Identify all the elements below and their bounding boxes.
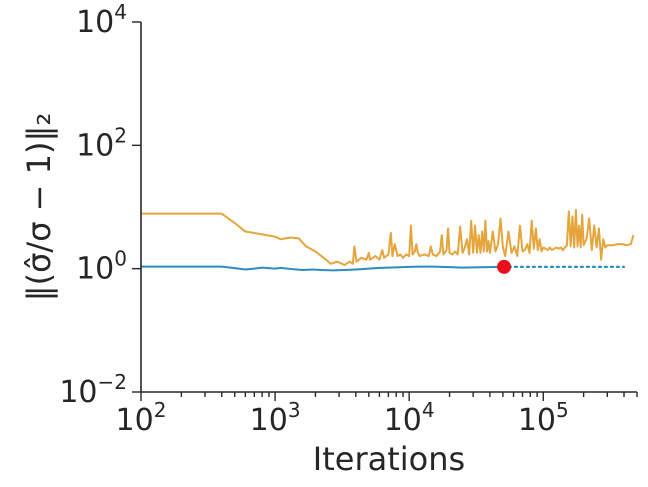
series-line-2: [141, 208, 635, 266]
x_tick-base-3: 10: [518, 403, 556, 438]
x_tick-exp-2: 4: [422, 398, 435, 422]
x-tick-label-3: 105: [518, 398, 569, 438]
y_tick-base-2: 10: [76, 128, 114, 163]
x_tick-exp-3: 5: [556, 398, 569, 422]
y_tick-exp-0: −2: [98, 370, 127, 394]
y-tick-label-3: 104: [76, 0, 127, 40]
x_tick-base-1: 10: [250, 403, 288, 438]
x_tick-exp-1: 3: [288, 398, 301, 422]
y_tick-exp-3: 4: [114, 0, 127, 24]
x_tick-base-0: 10: [116, 403, 154, 438]
y-tick-label-1: 100: [76, 247, 127, 287]
highlight-point: [497, 259, 512, 274]
y_tick-base-3: 10: [76, 5, 114, 40]
x-tick-label-2: 104: [384, 398, 435, 438]
y_tick-base-1: 10: [76, 252, 114, 287]
series-layer: [141, 208, 635, 272]
x-tick-label-1: 103: [250, 398, 301, 438]
y_tick-exp-2: 2: [114, 123, 127, 147]
y-tick-label-0: 10−2: [59, 370, 127, 410]
y-tick-label-2: 102: [76, 123, 127, 163]
plot-area: [141, 208, 635, 274]
x-axis-title: Iterations: [313, 440, 465, 478]
x-tick-label-0: 102: [116, 398, 167, 438]
marker-layer: [497, 259, 512, 274]
y_tick-base-0: 10: [59, 375, 97, 410]
x_tick-base-2: 10: [384, 403, 422, 438]
x-axis-ticks: 102 103 104 105: [116, 392, 638, 438]
y_tick-exp-1: 0: [114, 247, 127, 271]
series-line-0: [141, 265, 503, 272]
y-axis-title: ‖(σ̂/σ − 1)‖₂: [20, 113, 58, 302]
x_tick-exp-0: 2: [154, 398, 167, 422]
